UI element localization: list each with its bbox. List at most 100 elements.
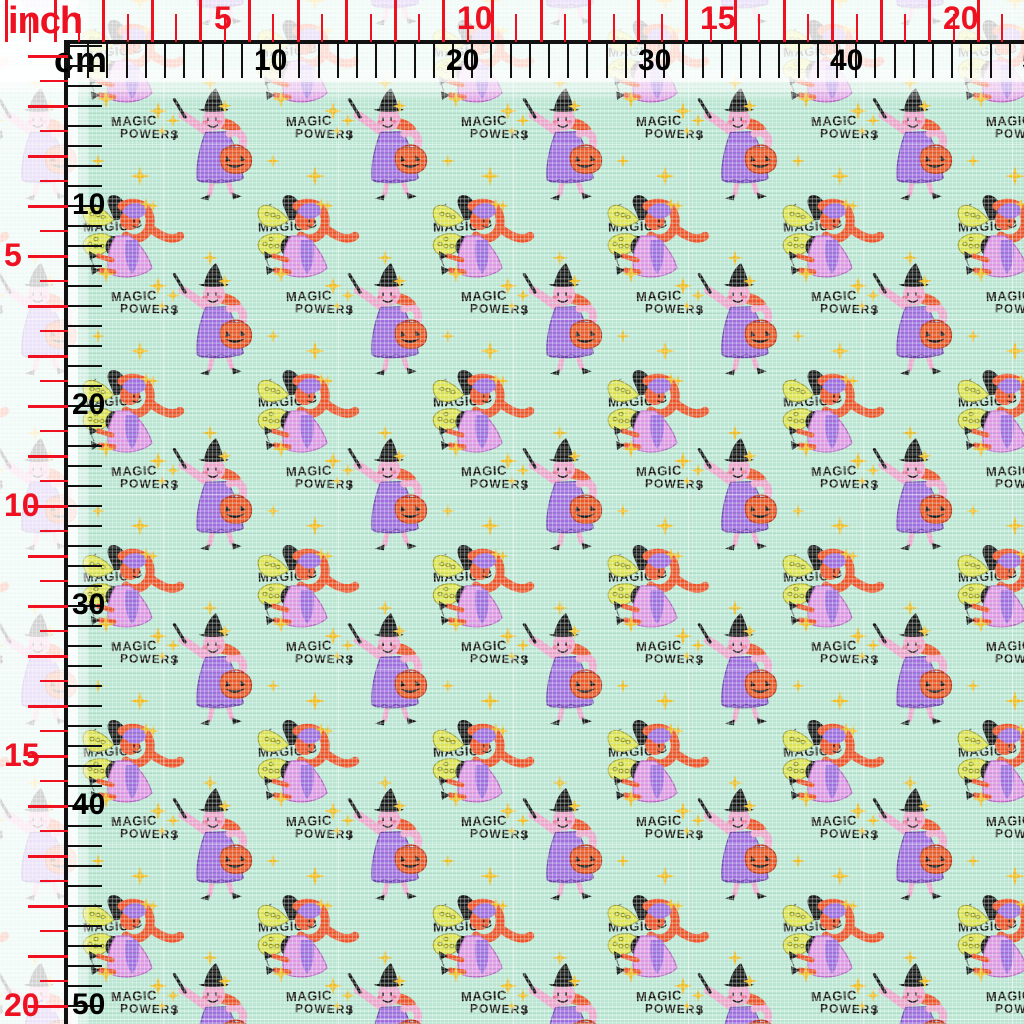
star-sparkle-icon — [480, 866, 500, 886]
inch-label-20: 20 — [943, 0, 979, 36]
wand-sparkle-cluster — [674, 977, 705, 1015]
star-sparkle-icon — [552, 250, 568, 266]
inch-major-tick — [491, 0, 494, 42]
inch-major-tick — [28, 355, 68, 358]
wand-sparkle-cluster — [149, 627, 180, 665]
star-sparkle-icon — [616, 154, 630, 168]
star-sparkle-icon — [1005, 516, 1024, 536]
wand-sparkle-cluster — [499, 627, 530, 665]
cm-tick — [740, 44, 742, 78]
inch-major-tick — [150, 0, 154, 42]
star-sparkle-icon — [552, 600, 568, 616]
butterfly-fairy-motif — [782, 370, 885, 453]
cm-tick — [471, 44, 474, 78]
star-sparkle-icon — [441, 329, 455, 343]
star-sparkle-icon — [902, 250, 918, 266]
witch-girl-motif — [522, 613, 603, 726]
witch-girl-motif — [172, 263, 253, 376]
star-sparkle-icon — [797, 790, 815, 808]
star-sparkle-icon — [727, 600, 743, 616]
cm-label-30: 30 — [72, 588, 106, 621]
wand-sparkle-cluster — [849, 277, 880, 315]
star-sparkle-icon — [202, 425, 218, 441]
cm-tick — [586, 44, 589, 78]
star-sparkle-icon — [305, 166, 325, 186]
witch-girl-motif — [347, 88, 428, 201]
butterfly-fairy-motif — [257, 720, 360, 803]
witch-girl-motif — [347, 263, 428, 376]
star-sparkle-icon — [480, 516, 500, 536]
cm-tick — [68, 405, 102, 407]
inch-minor-tick — [40, 830, 68, 832]
cm-tick — [356, 44, 358, 78]
cm-tick — [68, 145, 102, 147]
wand-sparkle-cluster — [674, 802, 705, 840]
star-sparkle-icon — [447, 265, 465, 283]
cm-tick — [624, 44, 627, 78]
cm-tick — [68, 345, 102, 347]
star-sparkle-icon — [972, 90, 990, 108]
cm-tick — [855, 44, 858, 78]
star-sparkle-icon — [830, 691, 850, 711]
cm-unit-label: cm — [54, 39, 109, 80]
inch-minor-tick — [466, 14, 469, 42]
star-sparkle-icon — [655, 866, 675, 886]
witch-girl-motif — [697, 963, 778, 1024]
witch-girl-motif — [872, 788, 953, 901]
inch-minor-tick — [40, 480, 68, 482]
inch-major-tick — [782, 0, 786, 42]
witch-girl-motif — [172, 438, 253, 551]
star-sparkle-icon — [202, 775, 218, 791]
cm-tick — [68, 505, 102, 507]
witch-girl-motif — [697, 263, 778, 376]
cm-tick — [68, 845, 102, 847]
star-sparkle-icon — [791, 154, 805, 168]
star-sparkle-icon — [266, 679, 280, 693]
butterfly-fairy-motif — [82, 720, 185, 803]
cm-tick — [260, 44, 262, 78]
cm-tick — [68, 185, 102, 187]
star-sparkle-icon — [791, 854, 805, 868]
cm-tick — [1008, 44, 1011, 78]
star-sparkle-icon — [797, 90, 815, 108]
star-sparkle-icon — [622, 790, 640, 808]
cm-tick — [68, 125, 102, 127]
star-sparkle-icon — [497, 375, 509, 387]
inch-major-tick — [53, 0, 57, 42]
witch-girl-motif — [872, 963, 953, 1024]
inch-minor-tick — [40, 430, 68, 432]
star-sparkle-icon — [130, 866, 150, 886]
inch-minor-tick — [40, 530, 68, 532]
cm-tick — [68, 485, 102, 487]
wand-sparkle-cluster — [674, 277, 705, 315]
inch-minor-tick — [855, 14, 858, 42]
inch-minor-tick — [661, 14, 664, 42]
star-sparkle-icon — [616, 329, 630, 343]
witch-girl-motif — [522, 438, 603, 551]
butterfly-fairy-motif — [607, 195, 710, 278]
star-sparkle-icon — [130, 166, 150, 186]
inch-minor-tick — [563, 14, 566, 42]
cm-label-10: 10 — [72, 188, 106, 221]
cm-tick — [567, 44, 570, 78]
star-sparkle-icon — [147, 725, 159, 737]
star-sparkle-icon — [322, 375, 334, 387]
star-sparkle-icon — [1005, 866, 1024, 886]
star-sparkle-icon — [272, 440, 290, 458]
star-sparkle-icon — [130, 691, 150, 711]
wand-sparkle-cluster — [324, 102, 355, 140]
witch-girl-motif — [872, 263, 953, 376]
cm-tick — [68, 825, 102, 827]
star-sparkle-icon — [966, 329, 980, 343]
butterfly-fairy-motif — [257, 895, 360, 978]
star-sparkle-icon — [266, 504, 280, 518]
star-sparkle-icon — [97, 790, 115, 808]
star-sparkle-icon — [902, 775, 918, 791]
star-sparkle-icon — [616, 854, 630, 868]
wand-sparkle-cluster — [324, 452, 355, 490]
star-sparkle-icon — [552, 75, 568, 91]
inch-major-tick — [28, 1005, 68, 1008]
inch-label-20: 20 — [4, 987, 40, 1023]
butterfly-fairy-motif — [782, 720, 885, 803]
